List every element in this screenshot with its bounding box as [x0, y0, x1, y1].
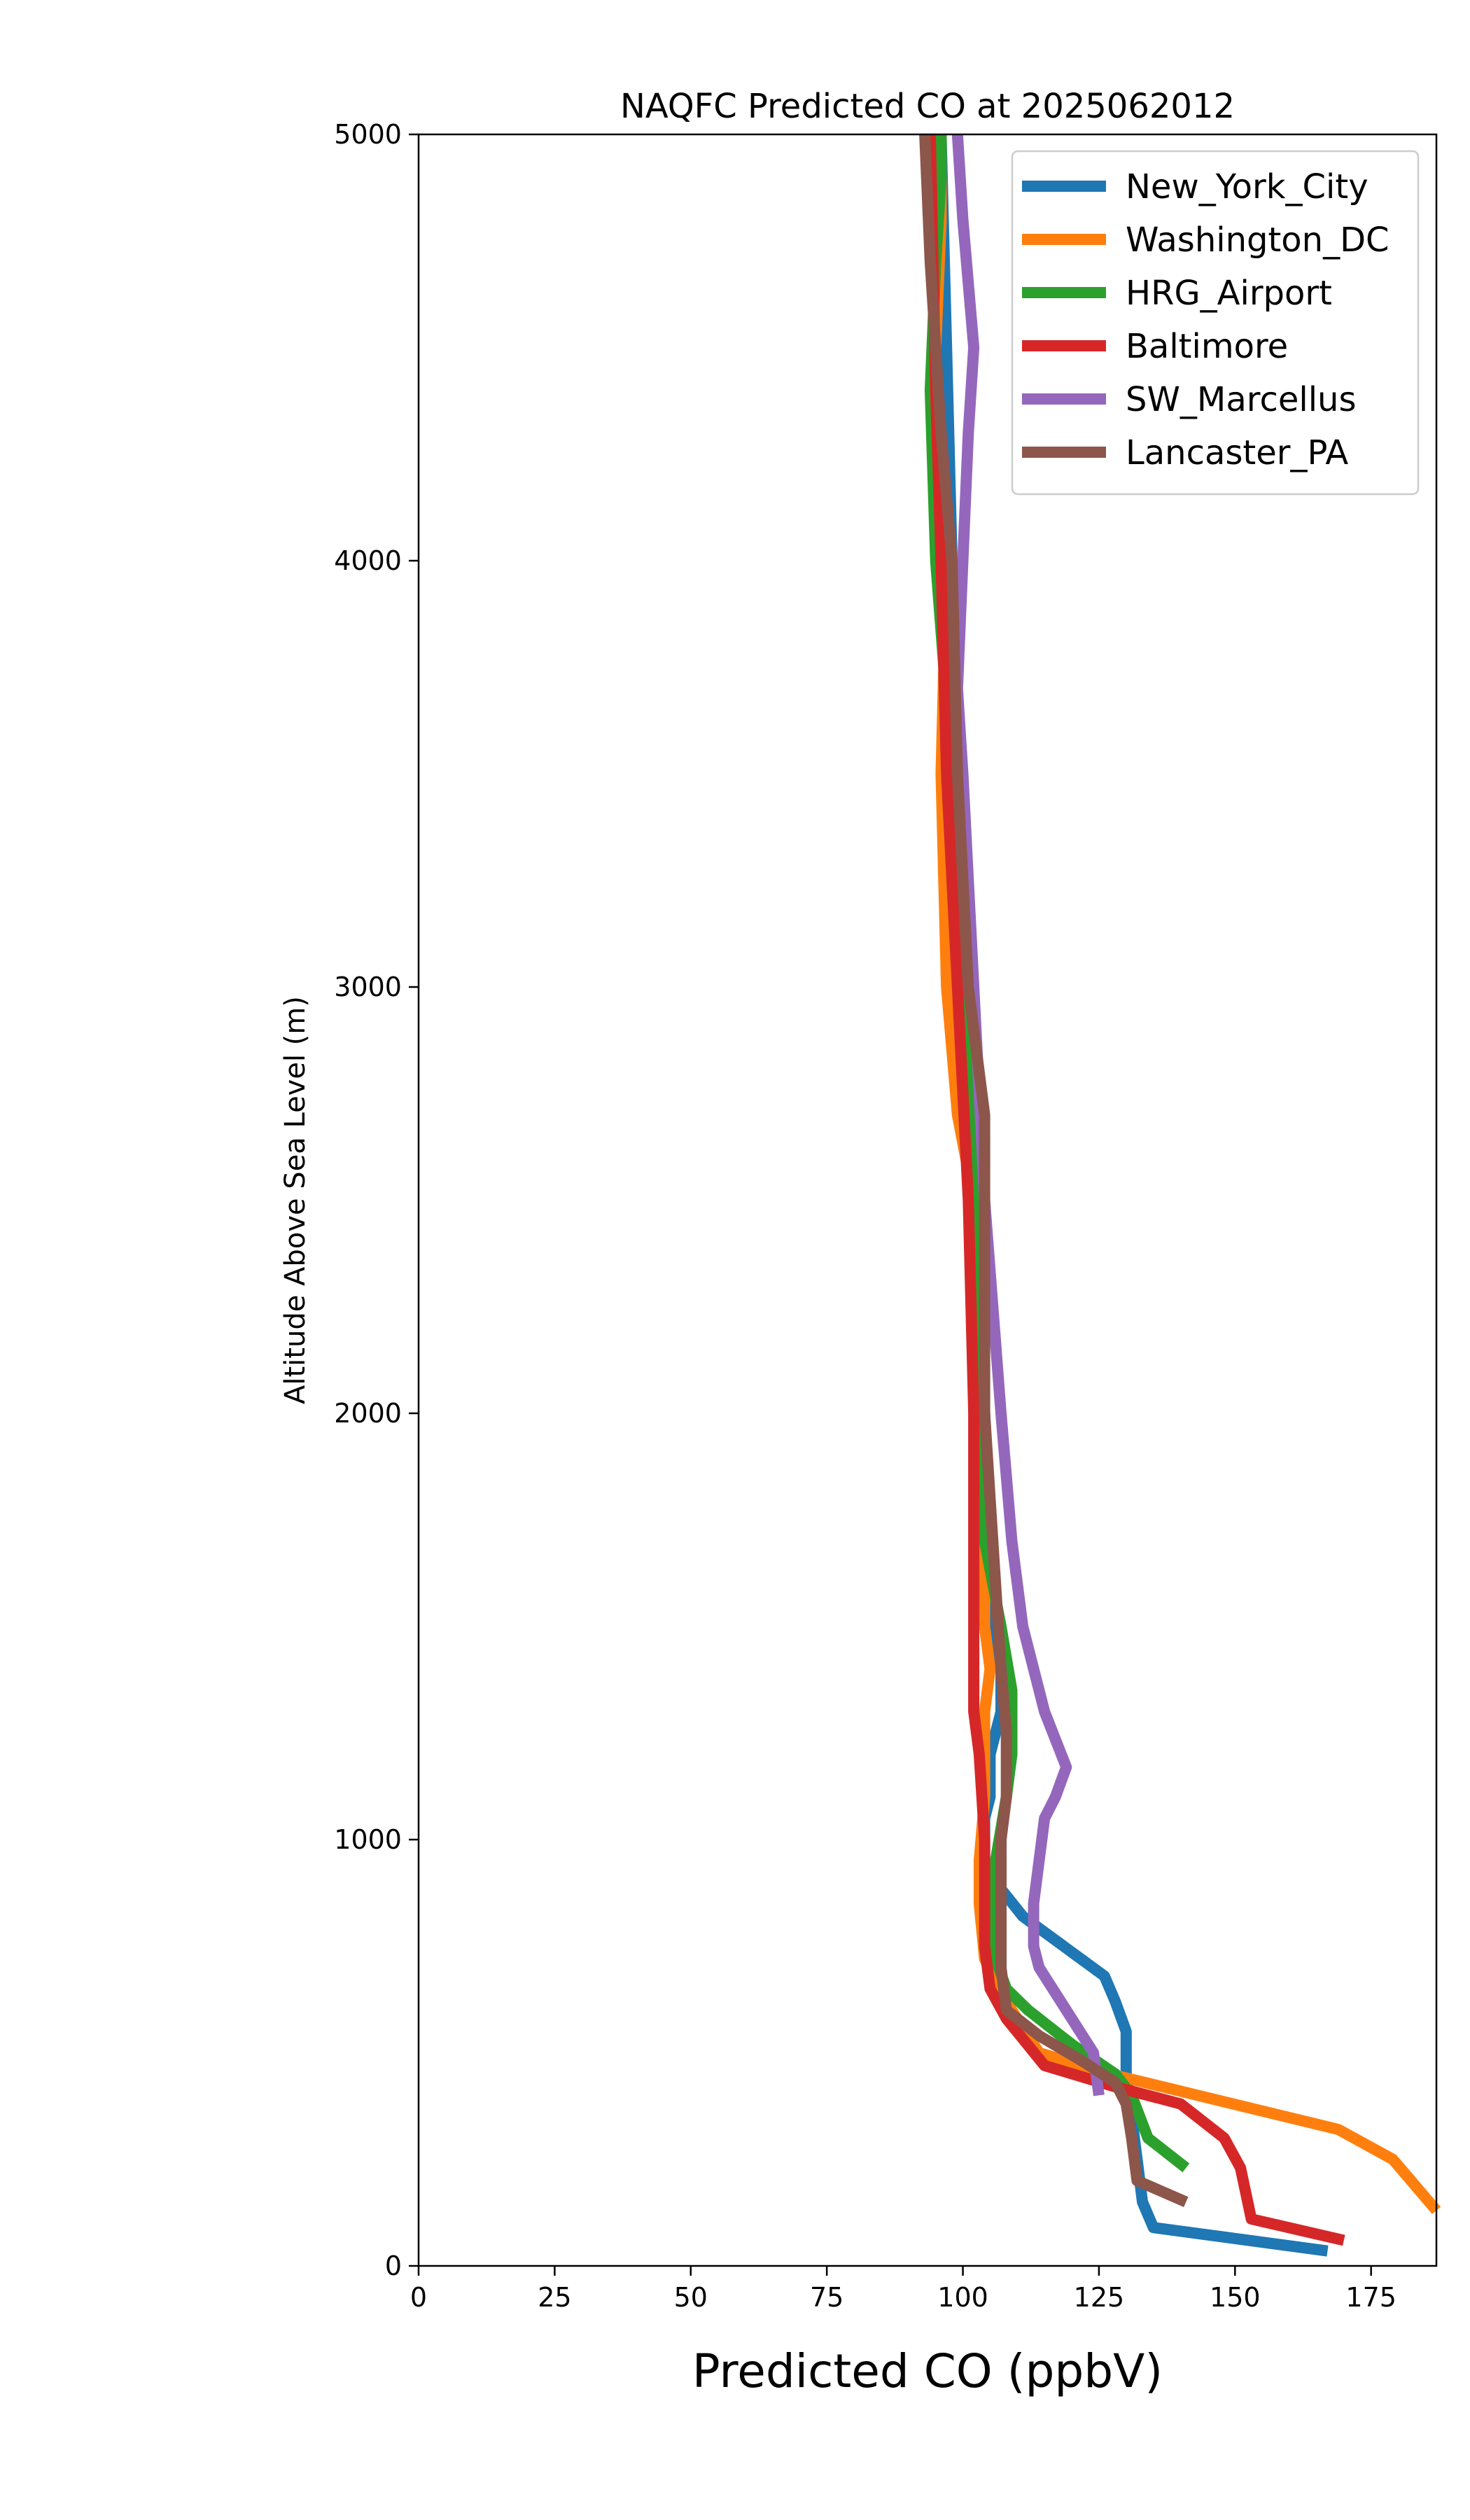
y-tick-label: 2000	[334, 1398, 402, 1429]
y-tick-label: 1000	[334, 1824, 402, 1855]
legend-label: Washington_DC	[1126, 220, 1390, 260]
x-axis-label: Predicted CO (ppbV)	[692, 2344, 1163, 2398]
x-tick-label: 100	[937, 2282, 988, 2313]
series-line-baltimore	[924, 134, 1345, 2246]
y-axis-ticks: 0 1000 2000 3000 4000 5000	[334, 119, 419, 2281]
legend-label: New_York_City	[1126, 167, 1368, 206]
x-tick-label: 75	[810, 2282, 844, 2313]
x-tick-label: 0	[410, 2282, 427, 2313]
x-axis-ticks: 0 25 50 75 100 125 150 175	[410, 2266, 1396, 2313]
y-tick-label: 5000	[334, 119, 402, 150]
y-tick-label: 4000	[334, 545, 402, 576]
legend-box	[1011, 150, 1420, 496]
legend-label: Lancaster_PA	[1126, 433, 1348, 472]
legend-label: HRG_Airport	[1126, 274, 1332, 313]
x-tick-label: 125	[1074, 2282, 1125, 2313]
series-line-lancaster-pa	[919, 134, 1189, 2208]
x-tick-label: 175	[1345, 2282, 1396, 2313]
x-tick-label: 50	[674, 2282, 708, 2313]
y-tick-label: 0	[385, 2250, 402, 2281]
x-tick-label: 25	[538, 2282, 571, 2313]
legend-label: SW_Marcellus	[1126, 380, 1356, 419]
axes-frame	[417, 133, 1438, 2267]
series-line-sw-marcellus	[951, 134, 1105, 2096]
y-axis-label: Altitude Above Sea Level (m)	[279, 996, 312, 1404]
legend: New_York_City Washington_DC HRG_Airport Bal…	[1011, 150, 1420, 496]
x-tick-label: 150	[1210, 2282, 1261, 2313]
series-layer	[919, 134, 1441, 2257]
legend-label: Baltimore	[1126, 327, 1288, 366]
y-tick-label: 3000	[334, 972, 402, 1002]
chart-title: NAQFC Predicted CO at 2025062012	[620, 87, 1235, 126]
